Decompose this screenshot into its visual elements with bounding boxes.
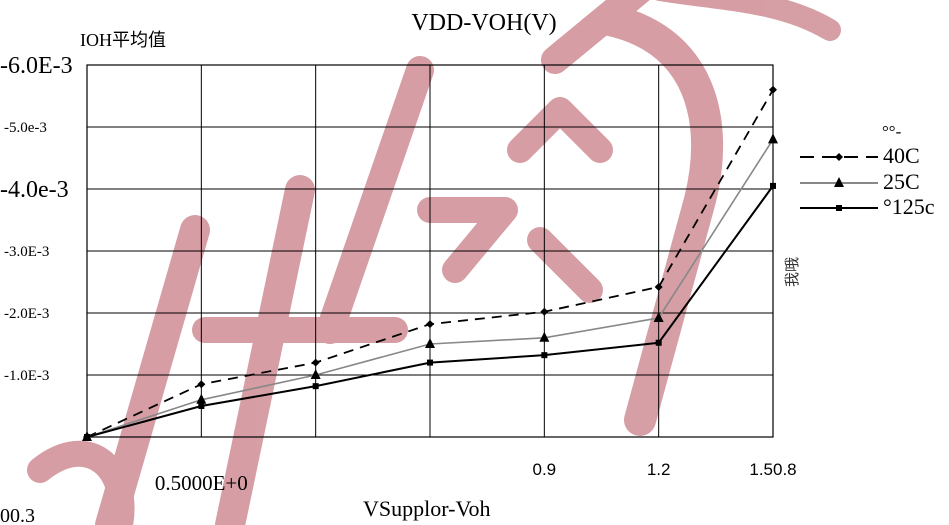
x-axis-label: VSupplor-Voh [363, 496, 491, 521]
data-point [541, 352, 548, 359]
data-point [539, 331, 550, 342]
data-point [197, 380, 206, 389]
axis-labels: -6.0E-3 -5.0e-3 -4.0e-3 -3.0E-3 -2.0E-3 -1.0E… [0, 53, 797, 495]
y-tick-label: -6.0E-3 [0, 53, 73, 79]
data-point [834, 177, 844, 187]
data-point [425, 338, 435, 348]
x-origin-label: 00.3 [0, 505, 35, 525]
data-point [836, 205, 842, 211]
data-point [196, 393, 207, 404]
data-point [769, 85, 777, 94]
x-tick-label: 1.50.8 [749, 460, 796, 479]
data-point [653, 311, 664, 322]
y-tick-label: -4.0e-3 [0, 177, 69, 203]
legend-label: 25C [883, 169, 920, 194]
data-point [84, 434, 90, 440]
grid [86, 64, 774, 438]
data-point [770, 182, 776, 189]
side-note: 我哦 [784, 257, 801, 287]
legend-header: °°- [882, 122, 902, 141]
data-point [427, 359, 433, 366]
y-tick-label: -1.0E-3 [4, 368, 49, 384]
x-tick-label: 1.2 [647, 460, 671, 479]
data-point [311, 358, 320, 367]
data-point [312, 383, 319, 390]
legend-label: °125c [883, 194, 935, 219]
data-point [835, 153, 843, 161]
data-point [426, 320, 434, 329]
chart-title: VDD-VOH(V) [411, 10, 556, 36]
legend-label: 40C [883, 143, 920, 168]
data-point [198, 403, 205, 409]
series-group [82, 85, 778, 441]
y-tick-label: -5.0e-3 [4, 120, 47, 136]
x-tick-label: 0.9 [533, 460, 557, 479]
y-axis-label: IOH平均值 [80, 30, 166, 50]
data-point [540, 307, 549, 316]
data-point [310, 369, 321, 379]
data-point [768, 133, 778, 144]
x-tick-label: 0.5000E+0 [155, 471, 248, 495]
y-tick-label: -2.0E-3 [4, 306, 49, 322]
watermark [27, 0, 841, 525]
data-point [655, 339, 662, 346]
y-tick-label: -3.0E-3 [4, 244, 49, 260]
data-point [654, 282, 663, 291]
